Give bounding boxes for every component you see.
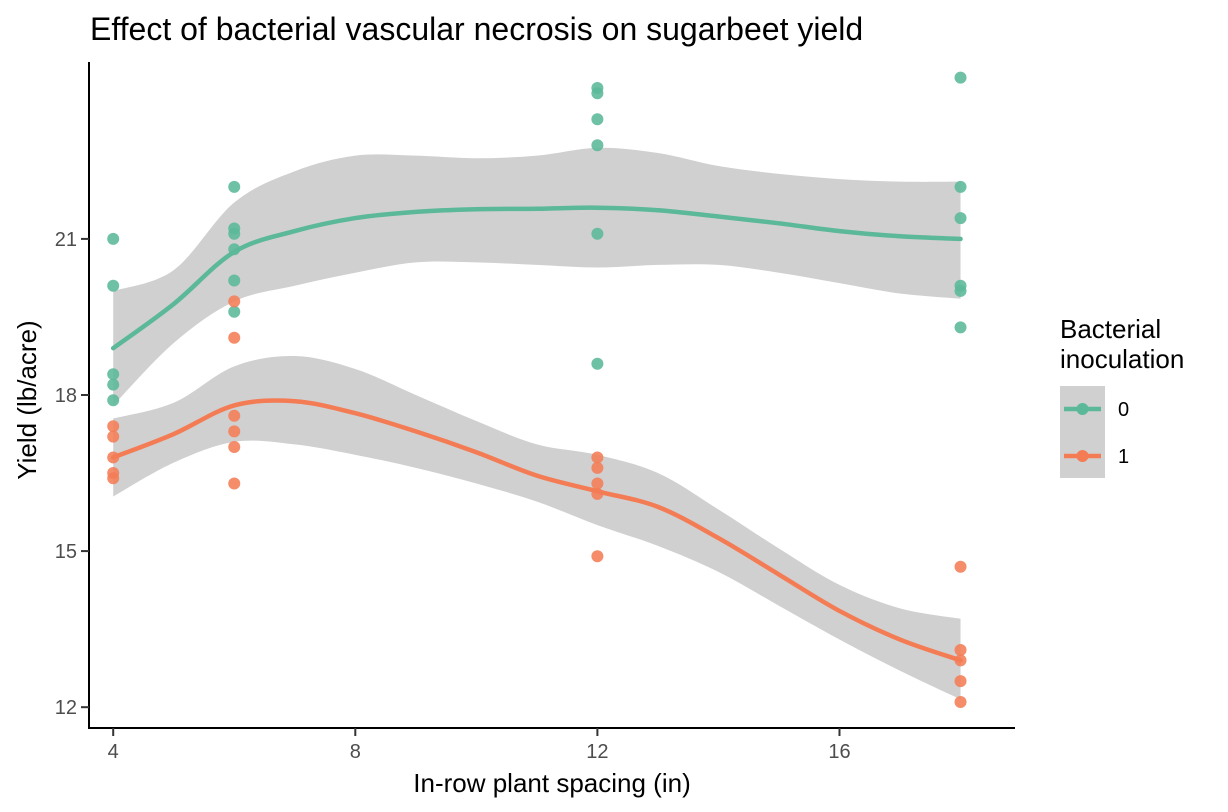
chart-title: Effect of bacterial vascular necrosis on…: [90, 11, 863, 47]
data-point-series-1: [954, 695, 967, 708]
data-point-series-0: [591, 139, 604, 152]
data-points: [107, 71, 967, 708]
x-tick-label: 8: [350, 741, 361, 763]
data-point-series-0: [954, 284, 967, 297]
confidence-bands: [113, 147, 961, 700]
data-point-series-1: [228, 295, 241, 308]
x-axis-title: In-row plant spacing (in): [413, 768, 690, 798]
data-point-series-0: [107, 368, 120, 381]
data-point-series-1: [591, 550, 604, 563]
y-axis-title: Yield (lb/acre): [12, 320, 42, 479]
data-point-series-0: [107, 279, 120, 292]
data-point-series-1: [228, 441, 241, 454]
data-point-series-1: [954, 560, 967, 573]
data-point-series-1: [107, 472, 120, 485]
data-point-series-0: [591, 87, 604, 100]
confidence-band-series-0: [113, 147, 961, 406]
y-tick-label: 12: [55, 697, 77, 719]
data-point-series-0: [954, 212, 967, 225]
data-point-series-1: [591, 461, 604, 474]
legend-label-series-1: 1: [1118, 446, 1129, 468]
legend-title-line-2: inoculation: [1060, 344, 1184, 374]
confidence-band-series-1: [113, 355, 961, 700]
y-tick-label: 18: [55, 385, 77, 407]
fit-line-series-1: [110, 398, 963, 663]
data-point-series-1: [107, 420, 120, 433]
x-ticks: 4 8 12 16: [108, 728, 851, 763]
data-point-series-1: [228, 477, 241, 490]
fit-lines: [110, 205, 963, 663]
data-point-series-1: [228, 425, 241, 438]
x-tick-label: 4: [108, 741, 119, 763]
x-tick-label: 12: [586, 741, 608, 763]
data-point-series-1: [107, 430, 120, 443]
legend: Bacterial inoculation 01: [1060, 314, 1184, 478]
data-point-series-0: [228, 227, 241, 240]
data-point-series-0: [228, 305, 241, 318]
data-point-series-0: [591, 113, 604, 126]
data-point-series-1: [954, 675, 967, 688]
data-point-series-0: [954, 180, 967, 193]
legend-point-series-0: [1076, 403, 1089, 415]
y-ticks: 12 15 18 21: [55, 229, 89, 719]
data-point-series-0: [107, 378, 120, 391]
legend-items: 01: [1064, 399, 1129, 468]
fit-line-series-0: [110, 205, 963, 351]
data-point-series-1: [954, 643, 967, 656]
data-point-series-0: [107, 394, 120, 407]
data-point-series-0: [954, 71, 967, 84]
data-point-series-0: [228, 274, 241, 287]
data-point-series-1: [228, 409, 241, 422]
x-tick-label: 16: [828, 741, 850, 763]
data-point-series-0: [228, 180, 241, 193]
data-point-series-1: [228, 331, 241, 344]
y-tick-label: 21: [55, 229, 77, 251]
data-point-series-0: [591, 227, 604, 240]
y-tick-label: 15: [55, 541, 77, 563]
data-point-series-1: [591, 451, 604, 464]
legend-label-series-0: 0: [1118, 399, 1129, 421]
legend-title-line-1: Bacterial: [1060, 314, 1161, 344]
data-point-series-1: [591, 477, 604, 490]
data-point-series-0: [107, 232, 120, 245]
data-point-series-0: [591, 357, 604, 370]
data-point-series-0: [954, 321, 967, 334]
legend-point-series-1: [1076, 450, 1089, 462]
legend-key-bg: [1060, 386, 1105, 478]
